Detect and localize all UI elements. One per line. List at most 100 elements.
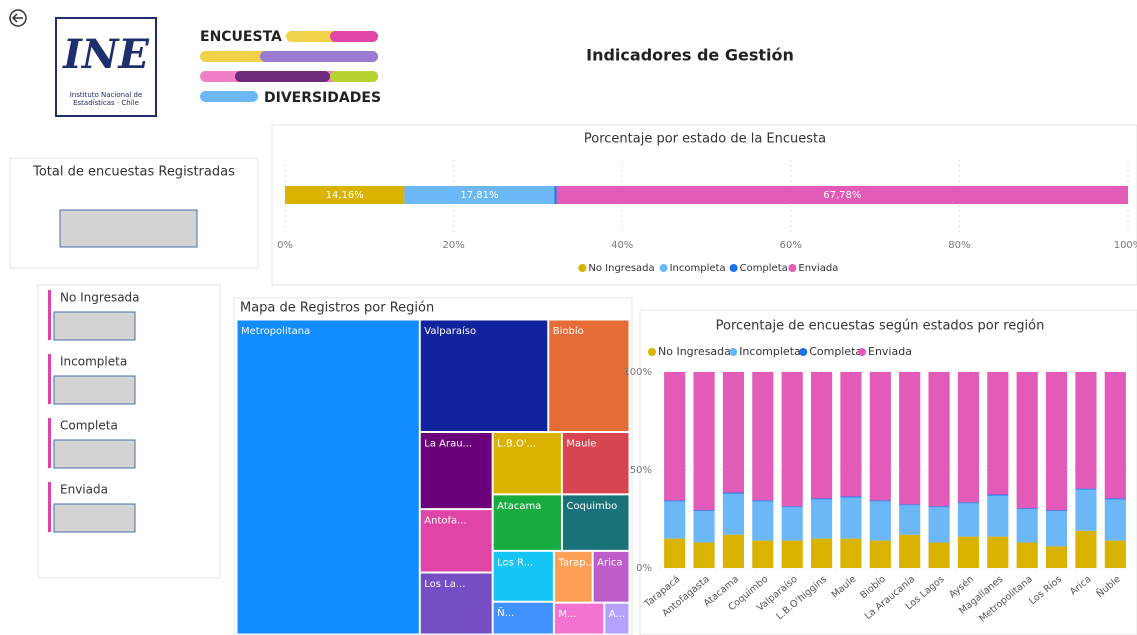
treemap-label: Arica	[597, 557, 622, 568]
chart-title: Porcentaje de encuestas según estados po…	[716, 319, 1045, 334]
bar-segment	[928, 542, 950, 568]
bar-segment	[1045, 511, 1068, 547]
bar-segment	[869, 501, 891, 541]
treemap-tile	[561, 432, 630, 495]
bar-segment	[987, 495, 1009, 537]
legend-label: Completa	[809, 345, 862, 358]
bar-segment	[693, 372, 715, 511]
bar-segment	[810, 538, 833, 568]
bar-segment	[869, 372, 891, 501]
treemap-label: Metropolitana	[241, 326, 310, 337]
treemap-tile	[419, 432, 493, 510]
treemap-tile	[553, 550, 593, 603]
treemap-label: La Arau...	[424, 439, 472, 450]
bar-segment	[899, 534, 921, 568]
bar-segment	[957, 503, 980, 537]
chart-title: Porcentaje por estado de la Encuesta	[584, 132, 826, 147]
bar-segment	[1016, 508, 1038, 510]
ine-caption: Estadísticas · Chile	[73, 99, 139, 107]
treemap-tile	[592, 550, 630, 603]
bar-segment	[664, 500, 686, 502]
page-title: Indicadores de Gestión	[586, 46, 794, 65]
status-label: Incompleta	[60, 355, 127, 369]
treemap-tile	[492, 601, 554, 635]
treemap-label: A...	[609, 609, 625, 620]
bar-segment	[1016, 372, 1038, 509]
bar-segment	[1075, 488, 1097, 490]
treemap-label: Biobío	[553, 325, 584, 337]
x-tick-label: 60%	[780, 240, 802, 251]
x-tick-label: 40%	[611, 240, 633, 251]
legend-marker	[578, 264, 587, 272]
bar-segment	[869, 500, 891, 502]
legend-marker	[659, 264, 668, 272]
total-card-title: Total de encuestas Registradas	[32, 165, 235, 180]
bar-segment	[554, 186, 557, 204]
treemap-tile	[553, 602, 605, 635]
treemap-tile	[548, 319, 630, 432]
bar-segment	[664, 372, 686, 501]
treemap-tile	[561, 494, 630, 551]
bar-segment	[899, 372, 921, 505]
status-value-box	[53, 311, 136, 341]
back-button[interactable]	[9, 9, 27, 27]
bar-segment	[693, 542, 715, 568]
bar-segment	[1045, 510, 1068, 512]
status-accent	[48, 418, 51, 468]
bar-segment	[693, 511, 715, 543]
survey-logo-stripes	[200, 31, 378, 102]
treemap-label: Atacama	[497, 501, 541, 512]
legend-label: No Ingresada	[588, 263, 654, 274]
stripe	[235, 71, 330, 82]
bar-segment	[1075, 530, 1097, 568]
bar-segment	[987, 536, 1009, 568]
bar-segment	[285, 186, 405, 204]
status-value-box	[53, 375, 136, 405]
legend-label: Incompleta	[670, 263, 726, 274]
bar-segment	[781, 507, 803, 541]
y-tick-label: 100%	[623, 367, 652, 378]
bar-segment	[810, 372, 833, 499]
bar-segment	[722, 534, 745, 568]
bar-segment	[957, 372, 980, 503]
y-tick-label: 50%	[630, 465, 652, 476]
survey-logo-bottom: DIVERSIDADES	[264, 90, 381, 106]
bar-segment	[1104, 372, 1126, 499]
status-label: No Ingresada	[60, 291, 140, 305]
bar-segment	[928, 506, 950, 508]
treemap-tile	[419, 319, 549, 432]
treemap-label: Los R...	[497, 557, 533, 568]
treemap-tile	[492, 494, 562, 551]
treemap-label: M...	[558, 609, 576, 620]
bar-segment	[1104, 499, 1126, 541]
status-label: Enviada	[60, 483, 108, 497]
legend-marker	[799, 348, 808, 356]
treemap-tile	[492, 432, 562, 495]
bar-segment	[1016, 542, 1038, 568]
treemap-label: Maule	[566, 439, 596, 450]
bar-segment	[957, 502, 980, 504]
bar-segment	[1045, 546, 1068, 568]
bar-segment	[1016, 509, 1038, 543]
bar-segment	[869, 540, 891, 568]
data-label: 14,16%	[326, 190, 364, 201]
back-icon[interactable]	[9, 9, 27, 27]
bar-segment	[1075, 372, 1097, 489]
status-accent	[48, 290, 51, 340]
total-value-box	[59, 209, 198, 248]
status-value-box	[53, 439, 136, 469]
status-accent	[48, 482, 51, 532]
legend-marker	[788, 264, 797, 272]
bar-segment	[556, 186, 1128, 204]
back-arrow[interactable]	[11, 13, 23, 23]
chart-title: Mapa de Registros por Región	[240, 301, 434, 316]
legend-label: Completa	[740, 263, 788, 274]
bar-segment	[899, 504, 921, 506]
treemap-tile	[419, 509, 493, 573]
treemap-tile	[604, 602, 630, 635]
bar-segment	[928, 372, 950, 507]
legend-marker	[858, 348, 866, 356]
x-tick-label: 0%	[277, 240, 293, 251]
